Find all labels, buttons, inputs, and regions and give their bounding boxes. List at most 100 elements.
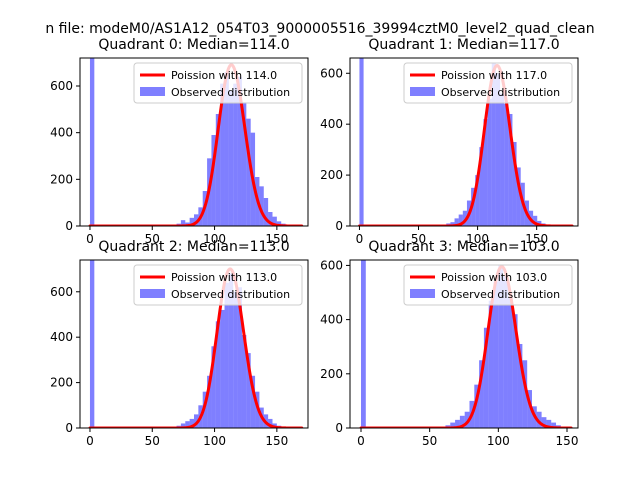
y-tick-label: 400 <box>320 313 343 327</box>
legend-poisson-label: Poission with 113.0 <box>171 271 277 284</box>
histogram-bar <box>551 422 557 428</box>
legend-observed-swatch <box>140 87 165 96</box>
x-tick-label: 150 <box>556 434 579 448</box>
figure-suptitle: n file: modeM0/AS1A12_054T03_9000005516_… <box>45 21 594 37</box>
x-tick-label: 100 <box>466 232 489 246</box>
x-tick-label: 150 <box>265 232 288 246</box>
histogram-bar <box>503 276 508 428</box>
plot-area <box>357 58 574 226</box>
histogram-bar <box>471 187 476 226</box>
histogram-bar <box>263 198 269 226</box>
legend-observed-swatch <box>140 289 165 298</box>
histogram-bar <box>459 415 465 428</box>
histogram-bar <box>211 346 216 428</box>
histogram-bar <box>180 220 186 226</box>
poisson-curve <box>88 63 304 226</box>
histogram-bar <box>493 281 499 428</box>
histogram-bar <box>207 375 212 428</box>
legend-poisson-label: Poission with 114.0 <box>171 69 277 82</box>
histogram-bar <box>246 353 251 428</box>
axes-frame <box>79 57 309 227</box>
histogram-bar <box>479 147 484 226</box>
y-tick-label: 600 <box>320 66 343 80</box>
y-tick-label: 400 <box>50 126 73 140</box>
histogram-bar <box>488 300 494 428</box>
histogram-bar <box>495 73 501 226</box>
x-tick-label: 100 <box>203 434 226 448</box>
histogram-bar <box>189 418 194 428</box>
histogram-bar <box>89 58 95 226</box>
histogram-bar <box>233 291 238 428</box>
histogram-bar <box>546 419 552 428</box>
histogram-bar <box>462 210 467 226</box>
histogram-bar <box>180 423 186 428</box>
histogram-bar <box>241 334 247 428</box>
histogram-bar <box>259 186 264 226</box>
histogram-bar <box>500 93 505 226</box>
x-tick-label: 50 <box>411 232 426 246</box>
subplot-title: Quadrant 1: Median=117.0 <box>368 37 559 53</box>
poisson-curve <box>357 63 574 226</box>
histogram-bar <box>224 282 229 428</box>
subplot-title: Quadrant 3: Median=103.0 <box>368 239 559 255</box>
histogram-bar <box>455 419 460 428</box>
histogram-bar <box>522 360 528 428</box>
axes-frame <box>349 259 579 429</box>
histogram-bar <box>233 83 238 226</box>
histogram-bar <box>516 167 521 226</box>
y-tick-label: 200 <box>50 376 73 390</box>
subplot-title: Quadrant 0: Median=114.0 <box>98 37 289 53</box>
plot-area <box>88 260 304 428</box>
histogram-bar <box>512 142 517 226</box>
histogram-bar <box>450 222 455 226</box>
histogram-bar <box>246 118 251 226</box>
histogram-bar <box>508 114 513 226</box>
histogram-bar <box>220 309 225 428</box>
histogram-bar <box>359 58 364 226</box>
legend-observed-label: Observed distribution <box>441 288 560 301</box>
histogram-bar <box>268 418 273 428</box>
histogram-bar <box>194 214 199 226</box>
x-tick-label: 100 <box>487 434 510 448</box>
histogram-bar <box>454 218 459 226</box>
histogram-bar <box>517 344 523 428</box>
plot-area <box>88 58 304 226</box>
histogram-bar <box>475 175 480 226</box>
legend-observed-swatch <box>410 87 435 96</box>
y-tick-label: 600 <box>320 258 343 272</box>
histogram-bar <box>483 119 488 226</box>
axes-frame <box>79 259 309 429</box>
legend-poisson-label: Poission with 103.0 <box>441 271 547 284</box>
histogram-bar <box>504 103 509 226</box>
histogram-bar <box>498 265 504 428</box>
legend-observed-label: Observed distribution <box>171 288 290 301</box>
subplot-quadrant-1: Quadrant 1: Median=117.0 0 50 100 150 0 200 40… <box>320 37 579 246</box>
x-tick-label: 0 <box>357 434 365 448</box>
x-tick-label: 150 <box>265 434 288 448</box>
y-tick-label: 600 <box>50 285 73 299</box>
histogram-bar <box>507 297 513 428</box>
x-tick-label: 50 <box>145 434 160 448</box>
histogram-bar <box>276 221 282 226</box>
plot-area <box>359 260 573 428</box>
histogram-bar <box>268 212 273 226</box>
legend-box <box>403 62 573 104</box>
histogram-bar <box>474 384 480 428</box>
y-tick-label: 0 <box>65 219 73 233</box>
histogram-bar <box>215 321 221 428</box>
legend-observed-label: Observed distribution <box>441 86 560 99</box>
histogram-bar <box>189 217 194 226</box>
legend-observed-label: Observed distribution <box>171 86 290 99</box>
y-tick-label: 400 <box>320 117 343 131</box>
poisson-curve <box>88 267 304 428</box>
y-tick-label: 200 <box>320 168 343 182</box>
x-tick-label: 0 <box>86 232 94 246</box>
histogram-bar <box>215 114 221 226</box>
histogram-bar <box>228 90 234 226</box>
histogram-bar <box>512 314 518 428</box>
subplot-quadrant-3: Quadrant 3: Median=103.0 0 50 100 150 0 200 40… <box>320 239 579 448</box>
histogram-bar <box>237 76 242 226</box>
poisson-curve <box>359 265 573 428</box>
y-tick-label: 600 <box>50 79 73 93</box>
y-tick-label: 0 <box>65 421 73 435</box>
